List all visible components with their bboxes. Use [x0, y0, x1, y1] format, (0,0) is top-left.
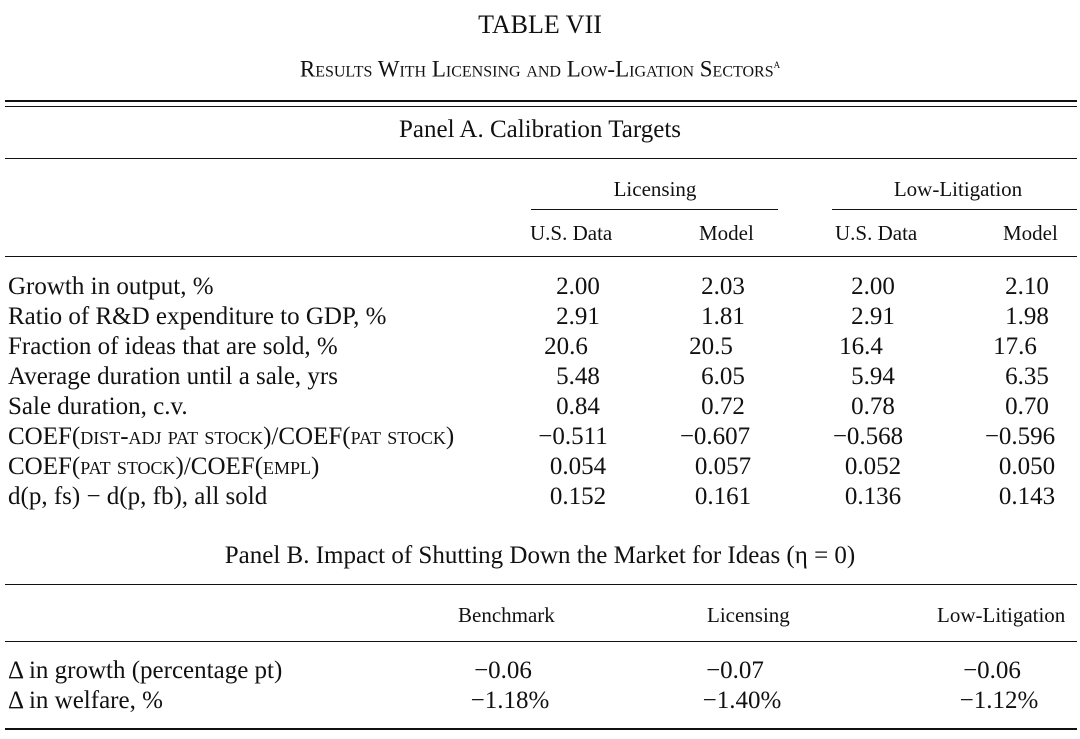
group-header-licensing: Licensing	[613, 177, 697, 201]
table-number: TABLE VII	[478, 10, 602, 39]
cell-growth-lic-model: 2.03	[701, 273, 745, 300]
cell-coef1-lic-model: −0.607	[679, 423, 751, 450]
cell-d-lic-model: 0.161	[694, 483, 752, 510]
subheader-lowlit-model: Model	[1003, 221, 1058, 245]
cell-growth-lic-data: 2.00	[556, 273, 600, 300]
cell-fraction-lic-data: 20.6	[544, 333, 588, 360]
cell-coef1-low-data: −0.568	[832, 423, 904, 450]
row-label-fraction-sold: Fraction of ideas that are sold, %	[8, 333, 338, 360]
row-label-sale-duration-cv: Sale duration, c.v.	[8, 393, 188, 420]
cell-cv-low-model: 0.70	[1005, 393, 1049, 420]
panel-b-title: Panel B. Impact of Shutting Down the Mar…	[224, 542, 856, 569]
footnote-marker: a	[773, 56, 781, 71]
panel-b-header-licensing: Licensing	[707, 603, 790, 627]
table-caption: Results With Licensing and Low-Ligation …	[0, 56, 1080, 83]
cell-duration-low-model: 6.35	[1005, 363, 1049, 390]
group-header-low-litigation: Low-Litigation	[893, 177, 1023, 201]
cell-delta-welfare-lowlit: −1.12%	[959, 687, 1039, 714]
top-rule	[5, 100, 1077, 102]
panel-a-header-rule	[5, 256, 1077, 257]
cell-growth-low-data: 2.00	[851, 273, 895, 300]
bottom-rule	[5, 728, 1077, 730]
subheader-licensing-model: Model	[699, 221, 754, 245]
cell-rd-low-model: 1.98	[1005, 303, 1049, 330]
row-label-d-difference: d(p, fs) − d(p, fb), all sold	[8, 483, 268, 510]
cell-coef2-low-data: 0.052	[844, 453, 902, 480]
cell-fraction-low-model: 17.6	[993, 333, 1037, 360]
cell-rd-low-data: 2.91	[851, 303, 895, 330]
cell-coef2-lic-model: 0.057	[694, 453, 752, 480]
cell-delta-growth-benchmark: −0.06	[474, 657, 532, 684]
group-rule-low-litigation	[832, 209, 1077, 210]
cell-cv-lic-data: 0.84	[556, 393, 600, 420]
cell-duration-low-data: 5.94	[851, 363, 895, 390]
row-label-rd-ratio: Ratio of R&D expenditure to GDP, %	[8, 303, 387, 330]
row-label-delta-welfare: Δ in welfare, %	[8, 687, 163, 714]
cell-fraction-lic-model: 20.5	[689, 333, 733, 360]
cell-d-lic-data: 0.152	[549, 483, 607, 510]
cell-duration-lic-model: 6.05	[701, 363, 745, 390]
cell-cv-lic-model: 0.72	[701, 393, 745, 420]
row-label-coef-dist-adj: COEF(dist-adj pat stock)/COEF(pat stock)	[8, 423, 455, 450]
cell-d-low-model: 0.143	[998, 483, 1056, 510]
row-label-growth-output: Growth in output, %	[8, 273, 214, 300]
cell-rd-lic-model: 1.81	[701, 303, 745, 330]
cell-growth-low-model: 2.10	[1005, 273, 1049, 300]
row-label-coef-pat-empl: COEF(pat stock)/COEF(empl)	[8, 453, 320, 480]
cell-fraction-low-data: 16.4	[839, 333, 883, 360]
cell-delta-growth-licensing: −0.07	[706, 657, 764, 684]
top-rule-inner	[5, 106, 1077, 107]
row-label-avg-duration: Average duration until a sale, yrs	[8, 363, 338, 390]
cell-delta-welfare-benchmark: −1.18%	[470, 687, 550, 714]
cell-d-low-data: 0.136	[844, 483, 902, 510]
cell-coef2-low-model: 0.050	[998, 453, 1056, 480]
panel-b-header-low-litigation: Low-Litigation	[937, 603, 1066, 627]
cell-coef1-lic-data: −0.511	[538, 423, 608, 450]
panel-a-title: Panel A. Calibration Targets	[398, 116, 681, 143]
panel-b-header-rule	[5, 641, 1077, 642]
group-rule-licensing	[531, 209, 778, 210]
cell-delta-welfare-licensing: −1.40%	[702, 687, 782, 714]
cell-coef2-lic-data: 0.054	[549, 453, 607, 480]
row-label-delta-growth: Δ in growth (percentage pt)	[8, 657, 283, 684]
cell-cv-low-data: 0.78	[851, 393, 895, 420]
table-caption-text: Results With Licensing and Low-Ligation …	[299, 56, 774, 82]
cell-delta-growth-lowlit: −0.06	[963, 657, 1021, 684]
cell-coef1-low-model: −0.596	[984, 423, 1056, 450]
subheader-licensing-usdata: U.S. Data	[530, 221, 613, 245]
subheader-lowlit-usdata: U.S. Data	[835, 221, 918, 245]
panel-b-title-rule	[5, 584, 1077, 585]
panel-b-header-benchmark: Benchmark	[458, 603, 555, 627]
panel-a-title-rule	[5, 158, 1077, 159]
cell-rd-lic-data: 2.91	[556, 303, 600, 330]
cell-duration-lic-data: 5.48	[556, 363, 600, 390]
